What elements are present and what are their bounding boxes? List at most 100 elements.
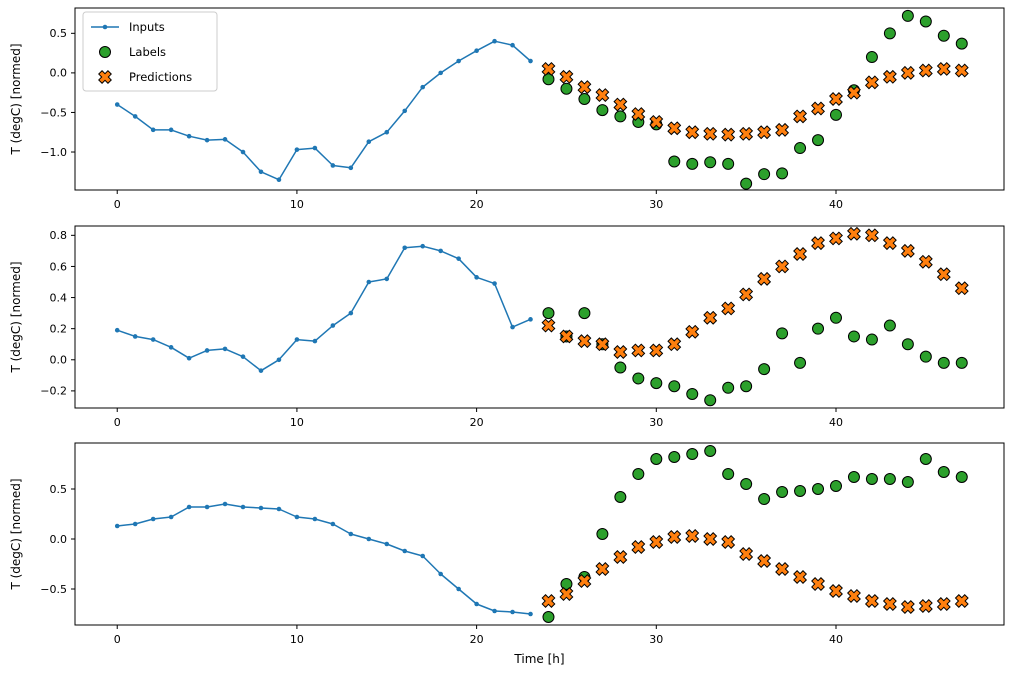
predictions-marker: [541, 61, 556, 76]
predictions-marker: [829, 584, 843, 598]
labels-marker: [614, 361, 627, 374]
labels-marker: [776, 486, 789, 498]
labels-marker: [955, 356, 968, 369]
inputs-dot: [456, 586, 461, 592]
labels-series: [542, 445, 968, 623]
predictions-marker: [577, 574, 592, 588]
labels-marker: [650, 377, 663, 390]
inputs-dot: [348, 310, 354, 316]
predictions-marker: [900, 243, 915, 258]
predictions-marker: [864, 228, 879, 243]
predictions-marker: [936, 61, 951, 76]
inputs-dot: [312, 145, 318, 151]
predictions-series: [541, 61, 969, 142]
inputs-dot: [114, 523, 120, 529]
labels-marker: [776, 167, 789, 180]
predictions-marker: [847, 85, 861, 100]
y-tick-label: 0.0: [50, 67, 68, 80]
labels-marker: [668, 451, 681, 463]
legend-inputs-dot-icon: [102, 24, 108, 30]
inputs-dot: [348, 531, 354, 537]
inputs-dot: [366, 139, 372, 145]
predictions-marker: [685, 324, 700, 339]
y-tick-label: 0.2: [50, 323, 68, 336]
predictions-marker: [954, 594, 969, 608]
predictions-marker: [918, 599, 933, 613]
predictions-marker: [793, 570, 808, 584]
predictions-marker: [739, 547, 754, 561]
inputs-dot: [438, 70, 443, 76]
labels-marker: [955, 471, 968, 483]
inputs-dot: [474, 275, 479, 280]
legend-item-predictions: Predictions: [98, 70, 192, 84]
inputs-dot: [204, 348, 210, 353]
predictions-series: [541, 529, 969, 614]
predictions-marker: [775, 562, 790, 576]
inputs-dot: [366, 279, 372, 285]
predictions-marker: [577, 80, 592, 95]
y-tick-label: 0.5: [50, 27, 68, 40]
inputs-series: [114, 38, 533, 183]
predictions-marker: [757, 125, 772, 140]
inputs-dot: [276, 177, 282, 183]
y-tick-label: 0.6: [50, 260, 68, 273]
predictions-marker: [721, 535, 736, 549]
labels-marker: [758, 168, 771, 181]
labels-marker: [812, 483, 825, 495]
labels-marker: [829, 108, 842, 121]
labels-marker: [704, 394, 717, 407]
labels-marker: [829, 480, 842, 492]
y-tick-label: 0.5: [50, 483, 68, 496]
labels-marker: [919, 15, 932, 28]
predictions-marker: [864, 594, 879, 608]
labels-marker: [596, 528, 609, 540]
inputs-line: [116, 40, 531, 181]
legend-label: Predictions: [129, 70, 192, 84]
labels-marker: [560, 82, 573, 95]
labels-marker: [740, 380, 753, 393]
legend: Inputs Labels Predictions: [82, 11, 218, 92]
y-tick-label: −0.5: [40, 106, 67, 119]
inputs-dot: [510, 42, 515, 48]
inputs-dot: [402, 548, 408, 554]
inputs-dot: [438, 571, 443, 577]
inputs-dot: [294, 147, 300, 152]
predictions-marker: [667, 530, 682, 544]
labels-marker: [650, 453, 663, 465]
labels-marker: [668, 380, 681, 393]
predictions-marker: [631, 540, 646, 554]
inputs-dot: [402, 108, 408, 114]
x-tick-label: 20: [470, 198, 484, 211]
axes-frame: [74, 7, 1005, 191]
x-tick-label: 20: [470, 416, 484, 429]
predictions-marker: [739, 287, 754, 302]
labels-marker: [865, 473, 878, 485]
predictions-marker: [721, 301, 736, 316]
predictions-marker: [954, 63, 969, 78]
predictions-marker: [649, 114, 664, 129]
labels-marker: [740, 478, 753, 490]
predictions-marker: [631, 343, 646, 358]
inputs-dot: [294, 337, 300, 342]
x-tick-label: 0: [114, 633, 121, 646]
predictions-marker: [882, 236, 897, 251]
inputs-dot: [492, 38, 497, 44]
inputs-dot: [492, 608, 497, 614]
labels-marker: [704, 445, 717, 457]
inputs-dot: [528, 611, 533, 617]
inputs-dot: [420, 84, 426, 90]
predictions-marker: [900, 65, 915, 80]
inputs-dot: [474, 601, 479, 607]
inputs-dot: [384, 541, 390, 547]
labels-marker: [937, 356, 950, 369]
x-tick-label: 30: [649, 198, 663, 211]
labels-marker: [542, 73, 555, 86]
labels-marker: [758, 493, 771, 505]
inputs-line: [116, 245, 531, 372]
labels-marker: [794, 142, 807, 155]
inputs-dot: [456, 256, 461, 261]
inputs-dot: [312, 338, 318, 344]
inputs-dot: [222, 501, 228, 507]
inputs-dot: [240, 149, 246, 155]
